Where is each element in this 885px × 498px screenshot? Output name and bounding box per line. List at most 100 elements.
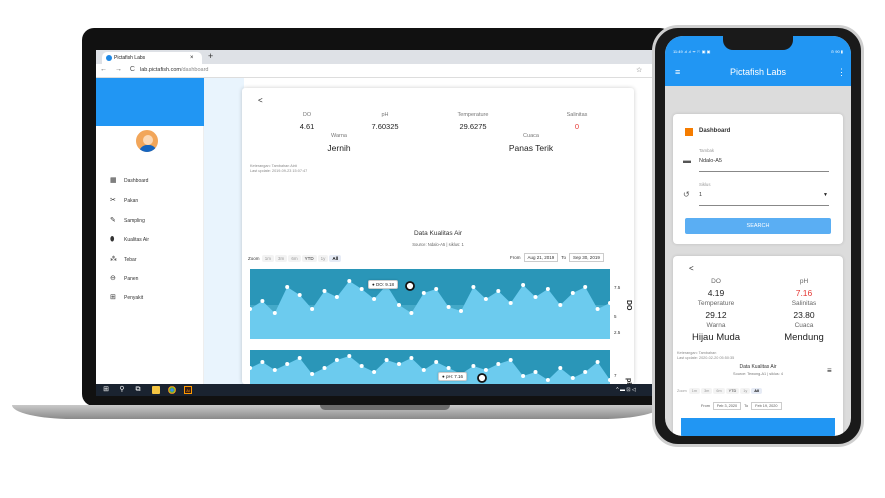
- zoom-6m-button[interactable]: 6m: [288, 255, 301, 262]
- ph-tick: 7: [614, 373, 617, 378]
- from-date-input[interactable]: Feb 3, 2020: [712, 402, 742, 410]
- share-icon[interactable]: <: [689, 264, 694, 273]
- menu-icon[interactable]: ≡: [675, 67, 681, 77]
- to-label: To: [561, 255, 567, 260]
- chart-menu-icon[interactable]: ≡: [827, 366, 832, 375]
- zoom-1m-button[interactable]: 1m: [261, 255, 275, 262]
- zoom-6m-button[interactable]: 6m: [713, 388, 725, 394]
- more-options-icon[interactable]: ⋮: [837, 67, 846, 77]
- zoom-all-button[interactable]: All: [751, 388, 763, 394]
- sidebar-item-label: Pakan: [124, 198, 139, 204]
- siklus-select[interactable]: 1: [699, 192, 703, 198]
- file-explorer-icon[interactable]: [152, 386, 160, 394]
- phone-date-range: From Feb 3, 2020 To Feb 19, 2020: [701, 402, 785, 410]
- sidebar-item-label: Tebar: [124, 257, 137, 263]
- stat-label-temperature: Temperature: [457, 112, 489, 118]
- to-date-input[interactable]: Feb 19, 2020: [751, 402, 782, 410]
- ph-point: [595, 360, 600, 364]
- zoom-label: Zoom: [677, 389, 687, 393]
- do-point: [372, 297, 377, 301]
- to-date-input[interactable]: Sep 30, 2019: [569, 253, 604, 262]
- ph-point: [359, 364, 364, 368]
- zoom-ytd-button[interactable]: YTD: [301, 255, 317, 262]
- close-tab-icon[interactable]: ×: [190, 55, 194, 61]
- chevron-down-icon[interactable]: ▼: [823, 192, 828, 198]
- chrome-icon[interactable]: [168, 386, 176, 394]
- sidebar-item-pakan[interactable]: ✂ Pakan: [110, 194, 138, 208]
- ph-point: [583, 370, 588, 374]
- ph-hover-marker: [477, 373, 487, 383]
- do-point: [595, 307, 600, 311]
- tab-title: Pictafish Labs: [114, 55, 146, 61]
- do-tick: 5: [614, 314, 617, 319]
- sidebar-item-penyakit[interactable]: ⊞ Penyakit: [110, 291, 143, 305]
- windows-taskbar: ⊞ ⚲ ⧉ Ai ^ ▬ ⊡ ◁: [96, 384, 661, 396]
- system-tray[interactable]: ^ ▬ ⊡ ◁: [616, 387, 636, 393]
- content-background: [204, 78, 244, 384]
- sidebar-item-dashboard[interactable]: ▦ Dashboard: [110, 174, 148, 188]
- phone-chart-area[interactable]: [681, 418, 835, 436]
- stat-value-temperature: 29.6275: [459, 122, 487, 131]
- tambak-value[interactable]: Ndalo-A5: [699, 158, 722, 164]
- zoom-label: Zoom: [248, 256, 260, 261]
- share-icon[interactable]: <: [258, 96, 263, 105]
- ph-point: [334, 358, 339, 362]
- windows-start-icon[interactable]: ⊞: [103, 386, 109, 393]
- zoom-1y-button[interactable]: 1y: [317, 255, 329, 262]
- phone-stat-label-warna: Warna: [706, 322, 726, 329]
- phone-stat-value-warna: Hijau Muda: [691, 332, 741, 343]
- zoom-all-button[interactable]: All: [329, 255, 342, 262]
- sidebar-item-label: Dashboard: [124, 178, 149, 184]
- new-tab-button[interactable]: +: [208, 51, 214, 61]
- ph-point: [322, 366, 327, 370]
- ph-chart[interactable]: [250, 350, 610, 384]
- laptop-base: [12, 405, 662, 419]
- app-bar: ≡ Pictafish Labs ⋮: [665, 58, 851, 86]
- do-point: [359, 287, 364, 291]
- phone-note-keterangan: Keterangan: Tambahan: [677, 351, 717, 355]
- sidebar-item-kualitas-air[interactable]: ⬮ Kualitas Air: [110, 233, 149, 247]
- zoom-3m-button[interactable]: 3m: [701, 388, 713, 394]
- sidebar: ▦ Dashboard ✂ Pakan ✎ Sampling ⬮ Kualitas Ai…: [96, 78, 204, 384]
- dashboard-icon: [685, 128, 693, 136]
- do-point: [347, 279, 352, 283]
- do-point: [272, 311, 277, 315]
- laptop-screen: Pictafish Labs × + ← → C lab.pictafish.c…: [96, 50, 661, 396]
- bookmark-star-icon[interactable]: ☆: [636, 67, 643, 74]
- zoom-3m-button[interactable]: 3m: [275, 255, 288, 262]
- do-point: [322, 289, 327, 293]
- do-point: [608, 301, 610, 305]
- feed-icon: ✂: [110, 197, 116, 204]
- ph-area: [250, 356, 610, 384]
- phone-stat-label-cuaca: Cuaca: [794, 322, 814, 329]
- search-button[interactable]: SEARCH: [685, 218, 831, 234]
- zoom-1m-button[interactable]: 1m: [688, 388, 701, 394]
- sidebar-item-tebar[interactable]: ⁂ Tebar: [110, 253, 137, 267]
- browser-tab[interactable]: Pictafish Labs ×: [102, 52, 202, 64]
- zoom-1y-button[interactable]: 1y: [740, 388, 751, 394]
- browser-nav-icons[interactable]: ← → C: [100, 66, 138, 73]
- avatar-body: [139, 145, 157, 152]
- do-point: [459, 309, 463, 313]
- illustrator-icon[interactable]: Ai: [184, 386, 192, 394]
- do-point: [533, 295, 538, 299]
- sidebar-item-sampling[interactable]: ✎ Sampling: [110, 214, 145, 228]
- ph-point: [384, 358, 389, 362]
- do-chart[interactable]: [250, 269, 610, 339]
- do-tick: 7.5: [614, 285, 621, 290]
- note-keterangan: Keterangan: Tambahan Air#: [250, 164, 298, 168]
- search-icon[interactable]: ⚲: [119, 386, 125, 393]
- zoom-ytd-button[interactable]: YTD: [725, 388, 740, 394]
- sidebar-item-panen[interactable]: ⊖ Panen: [110, 272, 138, 286]
- ph-point: [558, 366, 563, 370]
- ph-point: [397, 362, 401, 366]
- phone-chart-title: Data Kualitas Air: [739, 364, 777, 370]
- do-point: [583, 285, 588, 289]
- phone-stat-value-salinitas: 23.80: [793, 310, 815, 320]
- do-tick: 2.5: [614, 330, 621, 335]
- from-date-input[interactable]: Aug 21, 2019: [523, 253, 559, 262]
- task-view-icon[interactable]: ⧉: [135, 386, 141, 393]
- zoom-controls: Zoom 1m 3m 6m YTD 1y All: [248, 255, 342, 262]
- do-point: [521, 283, 526, 287]
- url-field[interactable]: lab.pictafish.com/dashboard: [140, 67, 209, 73]
